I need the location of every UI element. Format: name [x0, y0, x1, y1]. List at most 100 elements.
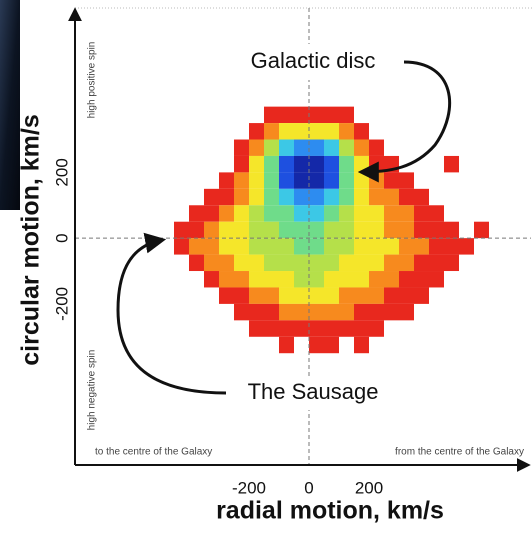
bin	[279, 139, 294, 156]
annotation: high positive spin	[87, 42, 98, 119]
bin	[354, 287, 369, 304]
bin	[249, 303, 264, 321]
bin	[279, 238, 294, 255]
bin	[174, 238, 189, 255]
bin	[354, 139, 369, 156]
bin	[219, 172, 234, 189]
bin	[414, 287, 429, 304]
bin	[294, 221, 309, 239]
bin	[264, 271, 279, 288]
bin	[474, 221, 489, 239]
bin	[294, 155, 309, 173]
bin	[384, 271, 399, 288]
bin	[264, 287, 279, 304]
bin	[264, 303, 279, 321]
bin	[399, 254, 414, 272]
bin	[429, 271, 444, 288]
bin	[399, 287, 414, 304]
bin	[279, 303, 294, 321]
bin	[324, 320, 339, 337]
bin	[279, 106, 294, 124]
bin	[264, 205, 279, 222]
bin	[339, 287, 354, 304]
bin	[339, 188, 354, 206]
bin	[219, 254, 234, 272]
bin	[219, 221, 234, 239]
bin	[294, 303, 309, 321]
bin	[204, 221, 219, 239]
bin	[264, 238, 279, 255]
callout-box	[226, 376, 400, 410]
bin	[189, 254, 204, 272]
bin	[249, 320, 264, 337]
bin	[234, 254, 249, 272]
bin	[189, 221, 204, 239]
bin	[294, 254, 309, 272]
bin	[354, 205, 369, 222]
bin	[354, 221, 369, 239]
bin	[339, 155, 354, 173]
bin	[354, 271, 369, 288]
bin	[384, 221, 399, 239]
bin	[339, 205, 354, 222]
bin	[339, 238, 354, 255]
bin	[294, 271, 309, 288]
bin	[264, 155, 279, 173]
bin	[324, 287, 339, 304]
bin	[324, 172, 339, 189]
bin	[354, 336, 369, 354]
bin	[219, 188, 234, 206]
bin	[219, 271, 234, 288]
bin	[339, 254, 354, 272]
bin	[324, 123, 339, 140]
bin	[384, 303, 399, 321]
bin	[339, 123, 354, 140]
bin	[414, 271, 429, 288]
bin	[324, 106, 339, 124]
bin	[309, 123, 324, 140]
bin	[309, 172, 324, 189]
bin	[459, 238, 474, 255]
bin	[204, 238, 219, 255]
bin	[339, 106, 354, 124]
bin	[234, 238, 249, 255]
bin	[279, 320, 294, 337]
bin	[309, 287, 324, 304]
bin	[354, 123, 369, 140]
bin	[324, 271, 339, 288]
bin	[399, 238, 414, 255]
bin	[189, 238, 204, 255]
bin	[249, 221, 264, 239]
bin	[369, 254, 384, 272]
bin	[369, 172, 384, 189]
bin	[324, 155, 339, 173]
bin	[249, 139, 264, 156]
bin	[309, 303, 324, 321]
bin	[309, 155, 324, 173]
bin	[309, 139, 324, 156]
bin	[399, 188, 414, 206]
bin	[234, 155, 249, 173]
bin	[309, 254, 324, 272]
bin	[324, 238, 339, 255]
x-axis-label: radial motion, km/s	[216, 497, 444, 525]
bin	[234, 139, 249, 156]
bin	[369, 188, 384, 206]
bin	[219, 287, 234, 304]
bin	[294, 205, 309, 222]
bin	[414, 238, 429, 255]
bin	[279, 221, 294, 239]
bin	[339, 271, 354, 288]
bin	[324, 188, 339, 206]
bin	[354, 155, 369, 173]
bin	[309, 320, 324, 337]
bin	[429, 221, 444, 239]
bin	[354, 303, 369, 321]
bin	[339, 221, 354, 239]
bin	[204, 188, 219, 206]
bin	[384, 287, 399, 304]
y-tick-label: 0	[52, 233, 71, 242]
bin	[294, 287, 309, 304]
bin	[429, 238, 444, 255]
bin	[279, 155, 294, 173]
